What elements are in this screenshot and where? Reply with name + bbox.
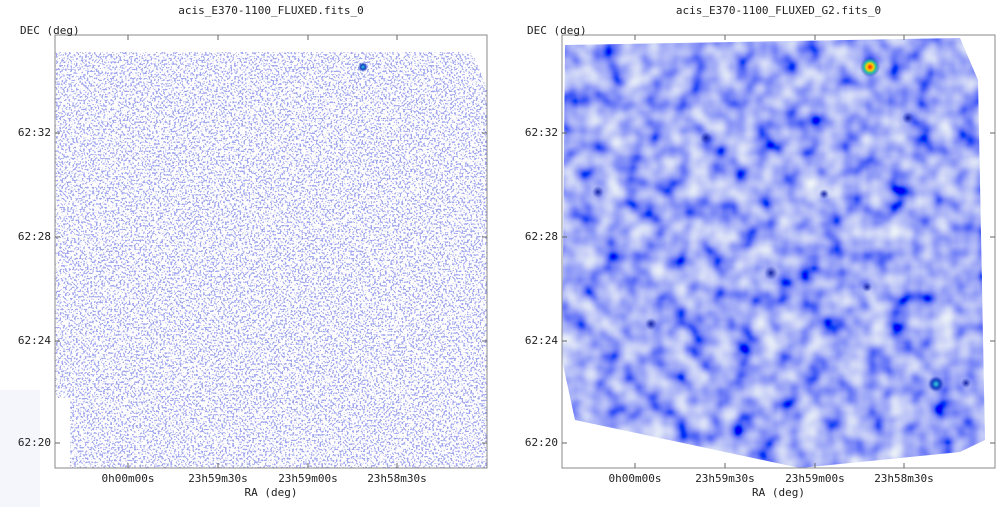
x-tick-label: 23h58m30s [874, 472, 934, 485]
plot-frame [561, 34, 996, 469]
plot-panel: acis_E370-1100_FLUXED_G2.fits_0 DEC (deg)… [525, 4, 996, 499]
y-tick-label: 62:28 [18, 230, 51, 243]
x-axis-label: RA (deg) [752, 486, 805, 499]
x-tick-label: 23h59m30s [188, 472, 248, 485]
background-patch [0, 390, 40, 507]
y-tick-label: 62:20 [18, 436, 51, 449]
panel-title: acis_E370-1100_FLUXED_G2.fits_0 [676, 4, 881, 17]
x-axis-label: RA (deg) [245, 486, 298, 499]
panel-title: acis_E370-1100_FLUXED.fits_0 [178, 4, 363, 17]
y-axis-label: DEC (deg) [527, 24, 587, 37]
x-tick-label: 23h59m30s [695, 472, 755, 485]
right-image [562, 38, 985, 468]
plot-panel: acis_E370-1100_FLUXED.fits_0 DEC (deg) RA … [18, 4, 488, 499]
y-tick-label: 62:32 [18, 126, 51, 139]
y-tick-label: 62:32 [525, 126, 558, 139]
x-tick-label: 23h59m00s [785, 472, 845, 485]
x-tick-label: 0h00m00s [102, 472, 155, 485]
x-tick-label: 0h00m00s [609, 472, 662, 485]
y-axis-label: DEC (deg) [20, 24, 80, 37]
y-tick-label: 62:24 [18, 334, 51, 347]
y-tick-label: 62:24 [525, 334, 558, 347]
plot-frame [54, 34, 488, 469]
left-image [55, 52, 487, 468]
y-tick-label: 62:28 [525, 230, 558, 243]
y-tick-label: 62:20 [525, 436, 558, 449]
x-tick-label: 23h58m30s [367, 472, 427, 485]
x-tick-label: 23h59m00s [278, 472, 338, 485]
